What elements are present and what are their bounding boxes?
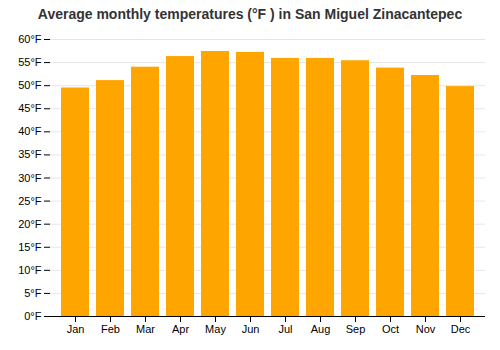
svg-text:5°F: 5°F (24, 287, 42, 299)
svg-text:50°F: 50°F (18, 79, 42, 91)
svg-text:45°F: 45°F (18, 102, 42, 114)
svg-text:10°F: 10°F (18, 264, 42, 276)
svg-text:Aug: Aug (311, 323, 331, 335)
svg-text:Jul: Jul (278, 323, 292, 335)
svg-text:Apr: Apr (172, 323, 189, 335)
svg-text:0°F: 0°F (24, 310, 42, 322)
svg-text:35°F: 35°F (18, 148, 42, 160)
svg-text:Dec: Dec (451, 323, 471, 335)
svg-text:Sep: Sep (346, 323, 366, 335)
svg-text:30°F: 30°F (18, 172, 42, 184)
svg-text:20°F: 20°F (18, 218, 42, 230)
svg-text:Jun: Jun (242, 323, 260, 335)
svg-text:40°F: 40°F (18, 125, 42, 137)
svg-text:Mar: Mar (136, 323, 155, 335)
svg-text:Oct: Oct (382, 323, 399, 335)
svg-text:55°F: 55°F (18, 56, 42, 68)
svg-text:Nov: Nov (416, 323, 436, 335)
svg-text:15°F: 15°F (18, 241, 42, 253)
svg-text:60°F: 60°F (18, 33, 42, 45)
svg-text:Feb: Feb (101, 323, 120, 335)
svg-text:25°F: 25°F (18, 195, 42, 207)
html-text:Average monthly temperatures (: Average monthly temperatures (°F ) in Sa… (37, 6, 463, 22)
svg-text:May: May (205, 323, 226, 335)
svg-text:Jan: Jan (67, 323, 85, 335)
